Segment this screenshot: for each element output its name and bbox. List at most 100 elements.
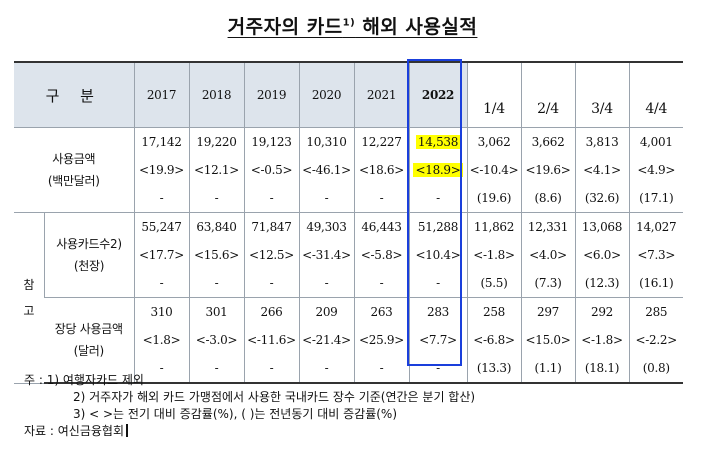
yoy-change: - [159, 361, 164, 375]
footnote: 주 : 1) 여행자카드 제외 [24, 373, 144, 387]
qoq-change: <6.0> [583, 248, 621, 262]
value: 3,062 [477, 135, 511, 149]
value-cell: 310 <1.8> - [133, 297, 189, 384]
value: 11,862 [473, 220, 515, 234]
value-cell: 209 <-21.4> - [298, 297, 354, 384]
value-cell: 3,813 <4.1> (32.6) [574, 127, 629, 213]
yoy-change: (0.8) [642, 361, 670, 375]
yoy-change: - [436, 191, 440, 205]
yoy-change: - [379, 361, 384, 375]
value: 49,303 [306, 220, 347, 234]
qoq-change: <-0.5> [250, 163, 293, 177]
header-year: 2019 [243, 61, 299, 128]
header-year: 2017 [133, 61, 189, 128]
value: 3,813 [585, 135, 619, 149]
qoq-change: <15.0> [525, 333, 571, 347]
header-year: 2018 [188, 61, 244, 128]
qoq-change: <-11.6> [247, 333, 296, 347]
yoy-change: (12.3) [584, 276, 620, 290]
header-quarter: 2/4 [520, 61, 575, 128]
qoq-change: <-10.4> [469, 163, 519, 177]
value-cell: 283 <7.7> - [408, 297, 467, 384]
value-cell: 19,220 <12.1> - [188, 127, 244, 213]
yoy-change: (8.6) [534, 191, 562, 205]
yoy-change: (17.1) [639, 191, 674, 205]
qoq-change: <18.9> [410, 156, 467, 184]
value-cell: 12,227 <18.6> - [353, 127, 409, 213]
value-cell: 285 <-2.2> (0.8) [628, 297, 683, 384]
value: 209 [315, 305, 338, 319]
qoq-change: <12.1> [193, 163, 240, 177]
value: 17,142 [141, 135, 182, 149]
value: 19,123 [251, 135, 292, 149]
header-quarter: 4/4 [628, 61, 683, 128]
row-label: 장당 사용금액 (달러) [44, 297, 134, 384]
yoy-change: (16.1) [639, 276, 674, 290]
value: 292 [590, 305, 613, 319]
value-cell: 14,027 <7.3> (16.1) [628, 212, 683, 298]
yoy-change: - [436, 361, 440, 375]
value: 263 [370, 305, 393, 319]
footnote: 2) 거주자가 해외 카드 가맹점에서 사용한 국내카드 장수 기준(연간은 분… [73, 390, 476, 404]
qoq-change: <18.6> [358, 163, 405, 177]
card-usage-table: 구 분 2017 2018 2019 2020 2021 2022 1/4 2/… [14, 61, 683, 384]
highlight: <18.9> [413, 163, 463, 177]
value: 12,331 [527, 220, 569, 234]
header-year: 2021 [353, 61, 409, 128]
yoy-change: - [269, 361, 274, 375]
header-year: 2020 [298, 61, 354, 128]
qoq-change: <7.3> [637, 248, 676, 262]
yoy-change: - [214, 361, 219, 375]
footnotes: 주 : 1) 여행자카드 제외 2) 거주자가 해외 카드 가맹점에서 사용한 … [24, 372, 475, 440]
qoq-change: <-3.0> [195, 333, 238, 347]
qoq-change: <4.1> [583, 163, 621, 177]
qoq-change: <19.9> [138, 163, 185, 177]
yoy-change: (1.1) [534, 361, 562, 375]
value: 63,840 [196, 220, 237, 234]
qoq-change: <7.7> [419, 333, 457, 347]
yoy-change: - [269, 276, 274, 290]
value: 46,443 [361, 220, 402, 234]
qoq-change: <10.4> [415, 248, 461, 262]
value: 310 [150, 305, 173, 319]
value: 51,288 [417, 220, 459, 234]
value: 19,220 [196, 135, 237, 149]
value: 266 [260, 305, 283, 319]
qoq-change: <-6.8> [473, 333, 515, 347]
value-cell: 10,310 <-46.1> - [298, 127, 354, 213]
qoq-change: <-21.4> [302, 333, 351, 347]
qoq-change: <15.6> [193, 248, 240, 262]
yoy-change: - [269, 191, 274, 205]
value-cell: 17,142 <19.9> - [133, 127, 189, 213]
yoy-change: - [436, 276, 440, 290]
value-cell: 71,847 <12.5> - [243, 212, 299, 298]
value: 14,538 [410, 128, 467, 156]
value-cell: 14,538 <18.9> - [408, 127, 467, 213]
value: 301 [205, 305, 228, 319]
value: 14,027 [636, 220, 677, 234]
value: 71,847 [251, 220, 292, 234]
yoy-change: - [214, 191, 219, 205]
qoq-change: <-31.4> [302, 248, 351, 262]
yoy-change: (19.6) [476, 191, 512, 205]
value-cell: 13,068 <6.0> (12.3) [574, 212, 629, 298]
qoq-change: <-1.8> [581, 333, 623, 347]
yoy-change: - [214, 276, 219, 290]
value: 4,001 [639, 135, 673, 149]
yoy-change: - [324, 361, 329, 375]
value-cell: 19,123 <-0.5> - [243, 127, 299, 213]
row-amount-per-card: 장당 사용금액 (달러) 310 <1.8> - 301 <-3.0> - 266 <-11.6… [14, 297, 683, 384]
qoq-change: <-1.8> [473, 248, 515, 262]
qoq-change: <19.6> [525, 163, 571, 177]
qoq-change: <4.9> [637, 163, 676, 177]
text-cursor [126, 424, 128, 437]
source-line: 자료 : 여신금융협회 [24, 423, 475, 440]
value-cell: 3,062 <-10.4> (19.6) [466, 127, 521, 213]
value: 12,227 [361, 135, 402, 149]
header-gubun: 구 분 [14, 61, 134, 128]
value-cell: 266 <-11.6> - [243, 297, 299, 384]
value-cell: 55,247 <17.7> - [133, 212, 189, 298]
qoq-change: <1.8> [142, 333, 181, 347]
value-cell: 51,288 <10.4> - [408, 212, 467, 298]
qoq-change: <25.9> [358, 333, 405, 347]
